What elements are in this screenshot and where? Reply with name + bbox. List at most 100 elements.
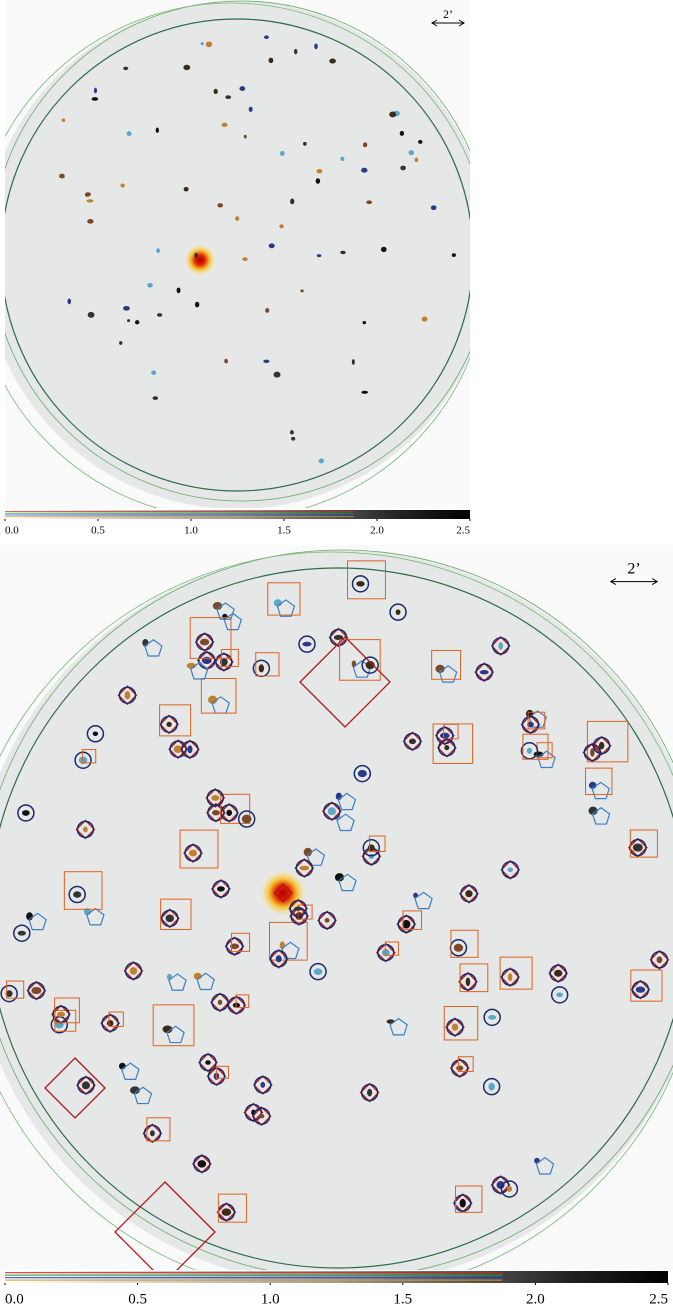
source xyxy=(316,169,323,174)
source xyxy=(395,609,401,615)
source xyxy=(488,1082,495,1091)
source xyxy=(91,97,99,101)
diamond-marker xyxy=(328,627,349,648)
square-marker xyxy=(384,941,399,956)
diamond-marker xyxy=(210,878,231,899)
circle-marker xyxy=(318,911,336,930)
source xyxy=(200,41,204,46)
circle-marker xyxy=(361,656,379,674)
diamond-marker xyxy=(321,801,342,822)
source xyxy=(554,969,563,977)
large-diamond-marker xyxy=(44,1057,106,1119)
large-diamond-marker xyxy=(114,1181,216,1270)
source xyxy=(340,156,345,161)
pentagon-marker xyxy=(389,1017,408,1036)
circle-marker xyxy=(74,751,92,769)
square-marker xyxy=(369,835,386,853)
source xyxy=(408,150,415,156)
source xyxy=(315,178,321,184)
square-marker xyxy=(63,871,103,910)
source xyxy=(199,638,210,646)
source xyxy=(201,656,212,665)
source xyxy=(176,287,181,294)
pentagon-marker xyxy=(121,1062,140,1080)
source xyxy=(225,95,232,100)
pentagon-marker xyxy=(414,891,433,910)
square-marker xyxy=(81,749,97,764)
square-marker xyxy=(457,1056,474,1073)
source xyxy=(212,809,220,816)
circle-marker xyxy=(483,1008,501,1027)
diamond-marker xyxy=(449,1058,470,1079)
scale-label: 2’ xyxy=(627,561,640,578)
exposure-area xyxy=(0,550,673,1270)
colorbar-tick-label: 1.5 xyxy=(393,1291,412,1307)
diamond-marker xyxy=(474,662,495,683)
source xyxy=(187,745,193,754)
pentagon-marker xyxy=(337,792,357,811)
source xyxy=(632,843,643,852)
circle-marker xyxy=(520,742,539,760)
circle-marker xyxy=(351,575,370,593)
source xyxy=(526,747,533,754)
source xyxy=(17,930,26,936)
diamond-marker xyxy=(210,992,230,1013)
circle-marker xyxy=(269,950,288,968)
source xyxy=(430,205,437,211)
diamond-marker xyxy=(445,1017,465,1038)
diamond-marker xyxy=(100,1013,121,1034)
colorbar-stripe xyxy=(5,1277,503,1279)
circle-marker xyxy=(329,628,348,647)
source xyxy=(635,986,646,993)
scale-arrow xyxy=(609,578,659,586)
circle-marker xyxy=(86,725,105,743)
source xyxy=(212,601,223,610)
source xyxy=(488,1015,497,1020)
source xyxy=(440,732,450,739)
circle-marker xyxy=(583,743,602,762)
source xyxy=(299,865,310,871)
square-marker xyxy=(160,898,192,931)
circle-marker xyxy=(27,981,46,1000)
colorbar-stripe xyxy=(5,1272,503,1274)
square-marker xyxy=(189,617,232,659)
diamond-marker xyxy=(159,908,180,929)
square-marker xyxy=(230,932,251,952)
pentagon-marker xyxy=(223,612,243,631)
square-marker xyxy=(459,963,489,993)
circle-marker xyxy=(482,1077,501,1096)
diamond-marker xyxy=(582,742,603,763)
source xyxy=(226,809,233,816)
pentagon-marker xyxy=(591,781,610,800)
circle-marker xyxy=(450,1059,469,1077)
diamond-marker xyxy=(191,1153,212,1174)
source xyxy=(22,810,30,816)
circle-marker xyxy=(161,909,179,928)
source xyxy=(351,359,355,365)
diamond-marker xyxy=(436,737,457,758)
source xyxy=(73,891,82,898)
circle-marker xyxy=(169,740,187,758)
circle-marker xyxy=(501,968,519,986)
square-marker xyxy=(339,639,381,681)
circle-marker xyxy=(650,951,669,969)
source xyxy=(402,919,411,929)
pentagon-marker xyxy=(537,750,556,769)
source xyxy=(380,246,387,253)
diamond-marker xyxy=(180,739,200,760)
circle-marker xyxy=(181,740,199,759)
source xyxy=(78,756,88,765)
pentagon-marker xyxy=(591,807,611,825)
source xyxy=(366,200,373,205)
circle-marker xyxy=(254,1076,272,1094)
square-marker xyxy=(499,956,533,990)
source xyxy=(302,641,312,647)
source xyxy=(386,1019,395,1024)
square-marker xyxy=(527,711,546,730)
source xyxy=(435,664,445,673)
source xyxy=(268,243,275,249)
colorbar-tick-label: 1.0 xyxy=(261,1291,280,1307)
pentagon-marker xyxy=(535,1156,555,1175)
diamond-marker xyxy=(213,652,234,672)
scale-arrow xyxy=(431,19,465,27)
